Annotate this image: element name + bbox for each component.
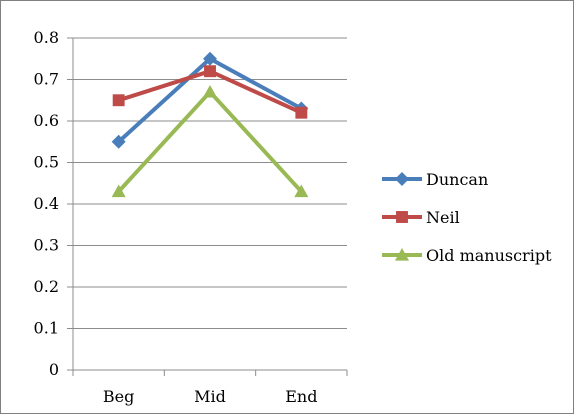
series-neil [112, 65, 308, 119]
y-tick-label: 0.4 [34, 194, 59, 213]
y-tick-label: 0.5 [34, 153, 59, 172]
legend-marker [396, 211, 408, 223]
data-point [295, 106, 308, 119]
y-tick-label: 0.7 [34, 70, 59, 89]
data-point [112, 94, 125, 107]
x-tick-label: Beg [103, 387, 134, 406]
legend-entry: Old manuscript [382, 246, 552, 265]
y-tick-label: 0.3 [34, 236, 59, 255]
data-point [204, 65, 216, 78]
legend-marker [395, 172, 409, 186]
x-tick-label: Mid [194, 387, 226, 406]
axes: 0 0.1 0.2 0.3 0.4 0.5 0.6 0.7 0.8 Beg Mid End [34, 28, 348, 406]
data-point [203, 51, 217, 66]
data-point [294, 184, 309, 198]
x-tick-label: End [285, 387, 317, 406]
series-line [117, 89, 303, 193]
y-tick-label: 0.2 [34, 277, 59, 296]
legend-entry: Neil [382, 208, 460, 227]
y-tick-label: 0.6 [34, 111, 59, 130]
data-point [203, 84, 217, 98]
legend-label: Old manuscript [426, 246, 552, 265]
legend-label: Neil [426, 208, 460, 227]
data-point [111, 184, 126, 198]
y-tick-label: 0.1 [34, 319, 59, 338]
data-point [111, 134, 126, 149]
legend-marker [395, 248, 409, 261]
legend-label: Duncan [426, 170, 488, 189]
series-lines [111, 51, 309, 198]
y-tick-label: 0 [49, 360, 59, 379]
legend-entry: Duncan [382, 170, 488, 189]
y-tick-label: 0.8 [34, 28, 59, 47]
series-old-manuscript [111, 84, 309, 198]
gridlines [73, 37, 347, 329]
legend: Duncan Neil Old manuscript [382, 170, 552, 265]
